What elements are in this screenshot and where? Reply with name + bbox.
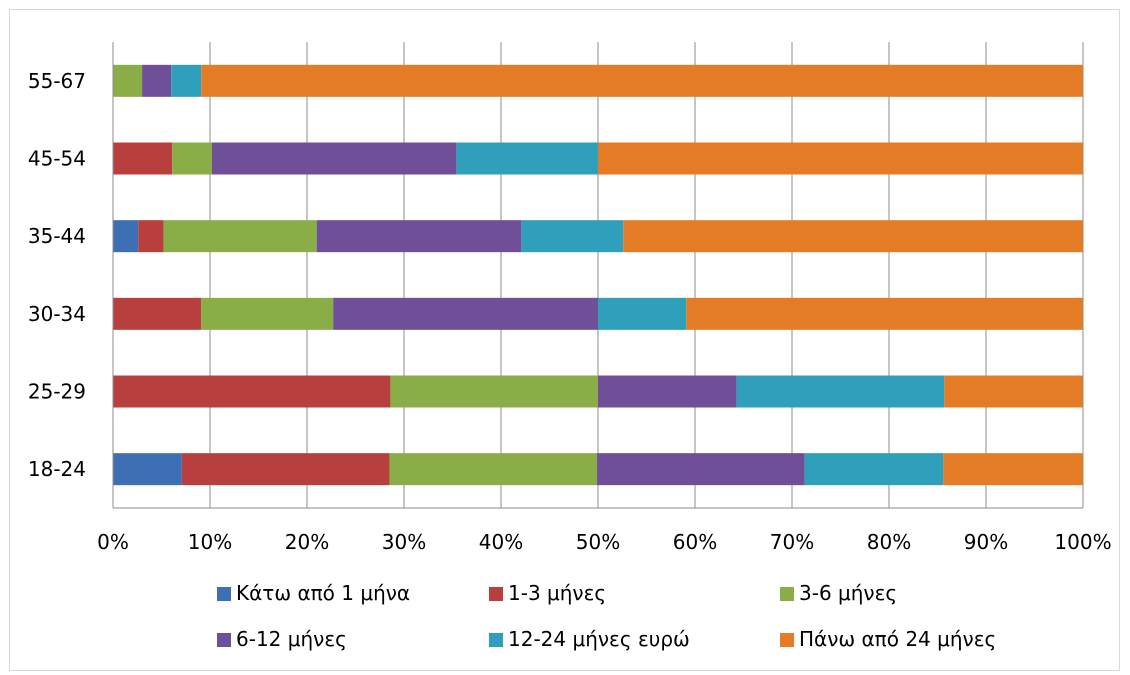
bar-segment (598, 297, 687, 330)
bar-segment (736, 375, 945, 408)
x-tick-label: 20% (285, 530, 329, 554)
bar-segment (804, 453, 944, 486)
bar-segment (181, 453, 390, 486)
legend-item: Πάνω από 24 μήνες (780, 627, 996, 651)
bar-segment (623, 220, 1083, 253)
x-tick-label: 90% (964, 530, 1008, 554)
x-tick-label: 70% (770, 530, 814, 554)
gridlines (112, 42, 1084, 508)
legend-label: 1-3 μήνες (508, 581, 606, 605)
bar-segment (172, 142, 212, 175)
legend-swatch (217, 633, 231, 647)
bar-segment (456, 142, 598, 175)
legend-swatch (780, 587, 794, 601)
y-tick-label: 55-67 (28, 69, 86, 93)
bar-segment (201, 297, 334, 330)
legend-label: 6-12 μήνες (236, 627, 347, 651)
legend-swatch (489, 633, 503, 647)
legend-item: 12-24 μήνες ευρώ (489, 627, 690, 651)
bar-segment (686, 297, 1083, 330)
bar-segment (943, 453, 1083, 486)
legend-label: 3-6 μήνες (799, 581, 897, 605)
bar-segment (113, 297, 202, 330)
x-tick-label: 0% (97, 530, 129, 554)
bar-segment (142, 64, 172, 97)
legend-item: 6-12 μήνες (217, 627, 347, 651)
x-tick-label: 40% (479, 530, 523, 554)
bar-segment (113, 64, 143, 97)
bar-segment (390, 375, 598, 408)
bar-segment (389, 453, 598, 486)
bar-segment (113, 142, 173, 175)
x-tick-label: 60% (673, 530, 717, 554)
y-tick-label: 25-29 (28, 380, 86, 404)
legend-swatch (780, 633, 794, 647)
x-tick-label: 10% (188, 530, 232, 554)
bar-segment (598, 375, 737, 408)
legend-item: 1-3 μήνες (489, 581, 606, 605)
bar-segment (598, 142, 1083, 175)
bar-segment (201, 64, 1083, 97)
legend-label: 12-24 μήνες ευρώ (508, 627, 690, 651)
bar-segment (138, 220, 164, 253)
legend-item: Κάτω από 1 μήνα (217, 581, 410, 605)
bar-segment (113, 453, 182, 486)
bar-segment (521, 220, 624, 253)
bar-segment (163, 220, 317, 253)
bar-segment (944, 375, 1083, 408)
x-tick-label: 30% (382, 530, 426, 554)
bar-segment (597, 453, 805, 486)
bar-segment (113, 220, 139, 253)
axes: 0% 10% 20% 30% 40% 50% 60% 70% 80% 90% 100% 18-24 25… (28, 42, 1112, 554)
y-tick-label: 18-24 (28, 457, 86, 481)
legend-label: Κάτω από 1 μήνα (236, 581, 410, 605)
bar-segment (316, 220, 522, 253)
y-tick-label: 45-54 (28, 147, 86, 171)
legend-swatch (489, 587, 503, 601)
legend-label: Πάνω από 24 μήνες (799, 627, 996, 651)
x-tick-label: 100% (1054, 530, 1111, 554)
x-tick-label: 80% (867, 530, 911, 554)
legend-swatch (217, 587, 231, 601)
legend: Κάτω από 1 μήνα 1-3 μήνες 3-6 μήνες 6-12 μή… (217, 581, 996, 651)
y-tick-label: 30-34 (28, 302, 86, 326)
y-tick-label: 35-44 (28, 224, 86, 248)
bar-segment (113, 375, 391, 408)
x-tick-label: 50% (576, 530, 620, 554)
chart-area (9, 9, 1120, 671)
bars (113, 64, 1083, 486)
bar-segment (211, 142, 457, 175)
bar-segment (333, 297, 598, 330)
bar-segment (171, 64, 202, 97)
legend-item: 3-6 μήνες (780, 581, 897, 605)
